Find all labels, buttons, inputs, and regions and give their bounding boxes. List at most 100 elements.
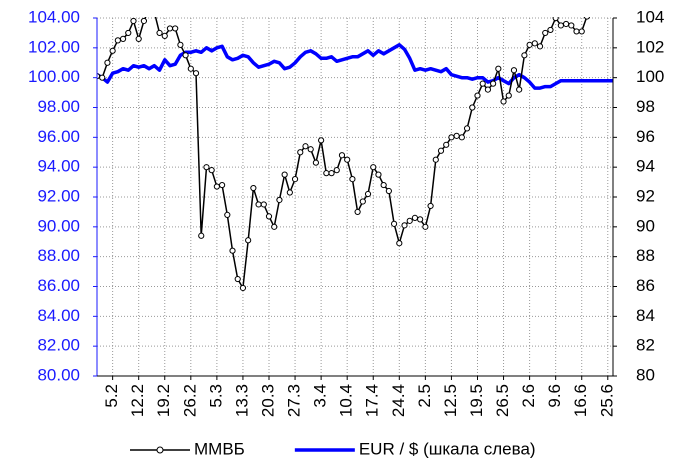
x-tick-label: 2.6 — [519, 384, 538, 408]
point — [516, 86, 523, 93]
point — [182, 52, 189, 59]
y2-tick-label: 86 — [636, 276, 655, 295]
y-tick-label: 96.00 — [37, 127, 80, 146]
y-tick-label: 98.00 — [37, 97, 80, 116]
x-tick-label: 5.3 — [206, 384, 225, 408]
point — [271, 223, 278, 230]
point — [344, 156, 351, 163]
y2-tick-label: 92 — [636, 186, 655, 205]
point — [542, 29, 549, 37]
y-tick-label: 82.00 — [37, 336, 80, 355]
point — [229, 247, 236, 254]
point — [453, 132, 460, 139]
point — [479, 80, 486, 87]
point — [595, 0, 600, 5]
point — [531, 40, 538, 47]
y-tick-label: 88.00 — [37, 246, 80, 265]
point — [114, 37, 121, 44]
point — [203, 164, 210, 171]
point — [526, 41, 533, 48]
point — [135, 35, 142, 42]
point — [104, 59, 111, 66]
point — [500, 98, 507, 105]
point — [245, 237, 252, 244]
y2-tick-label: 104 — [636, 7, 664, 26]
point — [239, 284, 247, 292]
point — [448, 134, 455, 141]
y2-tick-label: 100 — [636, 67, 664, 86]
x-tick-label: 19.2 — [154, 384, 173, 417]
point — [427, 202, 434, 210]
point — [172, 25, 179, 32]
point — [458, 134, 465, 141]
x-tick-label: 5.2 — [102, 384, 121, 408]
point — [260, 201, 267, 208]
y2-tick-label: 84 — [636, 306, 655, 325]
point — [557, 22, 564, 29]
point — [286, 189, 293, 196]
y2-tick-label: 80 — [636, 365, 655, 384]
point — [192, 70, 200, 77]
point — [583, 17, 590, 20]
point — [443, 141, 450, 148]
point — [437, 147, 445, 154]
point — [495, 65, 502, 72]
point — [552, 17, 559, 22]
point — [177, 41, 184, 48]
point — [208, 167, 215, 174]
y-tick-label: 80.00 — [37, 365, 80, 384]
point — [276, 196, 283, 204]
point — [187, 65, 194, 72]
point — [578, 28, 585, 35]
point — [198, 232, 205, 239]
point — [401, 222, 408, 229]
y2-tick-label: 98 — [636, 97, 655, 116]
point — [130, 17, 137, 25]
point — [318, 137, 325, 144]
point — [281, 171, 288, 178]
point — [152, 9, 157, 14]
point — [385, 187, 392, 195]
y-tick-label: 90.00 — [37, 216, 80, 235]
point — [302, 143, 309, 150]
point — [590, 6, 595, 11]
point — [265, 213, 273, 220]
x-tick-label: 9.6 — [545, 384, 564, 408]
point — [484, 86, 492, 93]
point — [250, 184, 257, 192]
series-line — [97, 17, 588, 289]
point — [140, 17, 148, 25]
point — [297, 149, 304, 156]
legend-label: ММВБ — [194, 439, 245, 458]
point — [119, 35, 127, 42]
y2-tick-label: 82 — [636, 336, 655, 355]
y-tick-label: 86.00 — [37, 276, 80, 295]
x-tick-label: 2.5 — [415, 384, 434, 408]
x-tick-label: 16.6 — [571, 384, 590, 417]
point — [521, 52, 528, 59]
point — [224, 211, 231, 218]
point — [307, 146, 314, 153]
point — [147, 6, 152, 11]
point — [359, 198, 366, 205]
y2-tick-label: 102 — [636, 37, 664, 56]
point — [338, 152, 346, 159]
point — [354, 208, 361, 216]
legend-label: EUR / $ (шкала слева) — [359, 439, 536, 458]
point — [562, 20, 570, 28]
point — [291, 176, 299, 183]
point — [156, 29, 163, 37]
point — [390, 220, 398, 227]
axes: 80.00 82.00 84.00 86.00 88.00 90.00 92.00 94.00… — [28, 7, 664, 458]
point — [234, 275, 241, 283]
point — [312, 159, 320, 166]
x-tick-label: 19.5 — [467, 384, 486, 417]
y2-tick-label: 94 — [636, 157, 655, 176]
point — [411, 214, 419, 221]
point — [109, 47, 116, 54]
x-tick-label: 25.6 — [597, 384, 616, 417]
series-line — [97, 43, 613, 90]
x-tick-label: 17.4 — [363, 384, 382, 417]
y2-tick-label: 90 — [636, 216, 655, 235]
point — [99, 74, 106, 81]
